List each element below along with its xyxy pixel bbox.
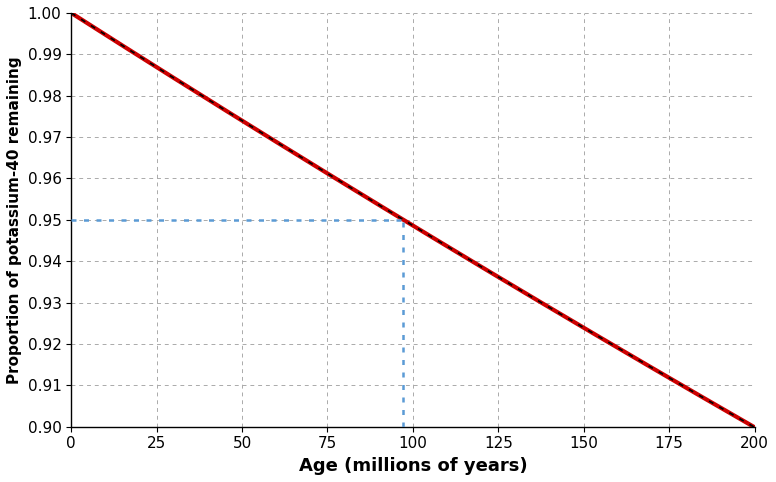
- Y-axis label: Proportion of potassium-40 remaining: Proportion of potassium-40 remaining: [7, 56, 22, 384]
- X-axis label: Age (millions of years): Age (millions of years): [299, 457, 527, 475]
